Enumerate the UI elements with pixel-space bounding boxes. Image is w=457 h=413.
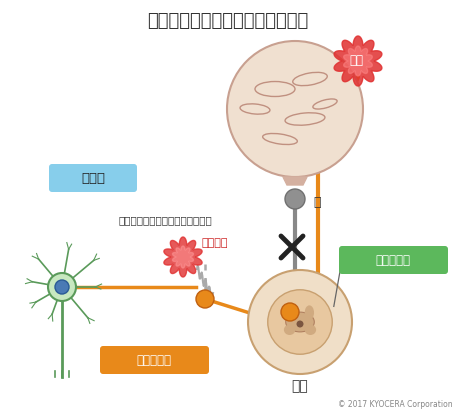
Ellipse shape (286, 312, 314, 332)
Text: © 2017 KYOCERA Corporation: © 2017 KYOCERA Corporation (338, 399, 453, 408)
Ellipse shape (305, 325, 316, 335)
Polygon shape (164, 237, 202, 277)
Ellipse shape (286, 306, 295, 320)
FancyBboxPatch shape (339, 247, 448, 274)
Ellipse shape (227, 42, 363, 178)
Circle shape (281, 303, 299, 321)
Circle shape (55, 280, 69, 294)
Polygon shape (172, 247, 193, 268)
Ellipse shape (284, 325, 295, 335)
Text: 脊髄: 脊髄 (292, 378, 308, 392)
Polygon shape (344, 47, 372, 77)
FancyBboxPatch shape (100, 346, 209, 374)
Text: 脱抑制: 脱抑制 (81, 172, 105, 185)
Circle shape (48, 273, 76, 301)
Circle shape (297, 321, 303, 328)
Text: 脳: 脳 (313, 196, 320, 209)
Text: 中枢性感作: 中枢性感作 (376, 254, 410, 267)
Polygon shape (283, 178, 307, 185)
Text: 痛み: 痛み (349, 53, 363, 66)
Text: 神経障害性疼痛発生の複雑な機序: 神経障害性疼痛発生の複雑な機序 (147, 12, 308, 30)
Text: 神経損傷: 神経損傷 (201, 237, 228, 247)
Circle shape (248, 271, 352, 374)
Polygon shape (334, 37, 382, 87)
FancyBboxPatch shape (49, 165, 137, 192)
Circle shape (196, 290, 214, 308)
Circle shape (268, 290, 332, 354)
Circle shape (285, 190, 305, 209)
Text: （下行性疼痛抑制系の機能低下）: （下行性疼痛抑制系の機能低下） (118, 214, 212, 224)
Text: 末梢性感作: 末梢性感作 (137, 354, 171, 367)
Ellipse shape (305, 306, 314, 320)
